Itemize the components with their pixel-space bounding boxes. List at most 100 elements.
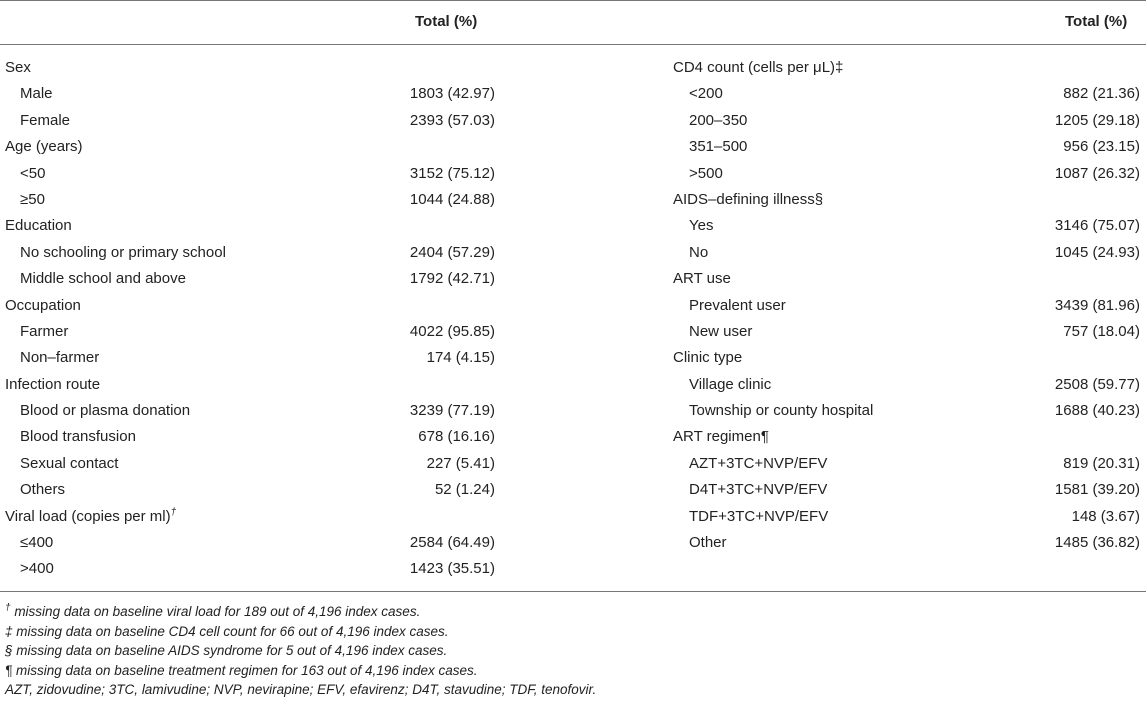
- row-value: 3152 (75.12): [409, 164, 495, 182]
- table-row: Viral load (copies per ml)†: [0, 504, 500, 530]
- row-value: 1581 (39.20): [1054, 481, 1140, 499]
- footnote-mark: †: [170, 506, 177, 518]
- footnote: AZT, zidovudine; 3TC, lamivudine; NVP, n…: [5, 682, 597, 697]
- row-category: ART use: [673, 270, 731, 288]
- footnote: † missing data on baseline viral load fo…: [5, 602, 421, 619]
- row-category: Clinic type: [673, 349, 743, 367]
- row-value: 1205 (29.18): [1054, 111, 1140, 129]
- table-row: Non–farmer 174 (4.15): [0, 345, 500, 371]
- footnote: § missing data on baseline AIDS syndrome…: [5, 643, 448, 658]
- table-row: ART regimen¶: [673, 424, 1146, 450]
- table-row: AZT+3TC+NVP/EFV 819 (20.31): [673, 451, 1146, 477]
- row-value: 819 (20.31): [1063, 454, 1140, 472]
- table-row: Infection route: [0, 372, 500, 398]
- table-row: Clinic type: [673, 345, 1146, 371]
- row-value: 3146 (75.07): [1054, 217, 1140, 235]
- footnote: ¶ missing data on baseline treatment reg…: [5, 662, 478, 678]
- table-row: Township or county hospital 1688 (40.23): [673, 398, 1146, 424]
- row-sublabel: Village clinic: [689, 375, 772, 393]
- row-sublabel: <200: [689, 85, 723, 103]
- row-sublabel: <50: [20, 164, 46, 182]
- row-category: Occupation: [5, 296, 81, 314]
- right-column: CD4 count (cells per μL)‡ <200 882 (21.36)…: [673, 55, 1146, 556]
- header-rule: [0, 44, 1146, 45]
- row-sublabel: ≥50: [20, 190, 45, 208]
- row-sublabel: Yes: [689, 217, 714, 235]
- row-value: 757 (18.04): [1063, 322, 1140, 340]
- row-value: 678 (16.16): [418, 428, 495, 446]
- row-sublabel: Farmer: [20, 322, 69, 340]
- row-category: ART regimen¶: [673, 428, 769, 446]
- table-row: Middle school and above 1792 (42.71): [0, 266, 500, 292]
- row-category: Age (years): [5, 138, 83, 156]
- row-value: 1485 (36.82): [1054, 534, 1140, 552]
- row-sublabel: New user: [689, 322, 753, 340]
- table-row: 351–500 956 (23.15): [673, 134, 1146, 160]
- table-row: Sex: [0, 55, 500, 81]
- table-row: Occupation: [0, 293, 500, 319]
- row-value: 1423 (35.51): [409, 560, 495, 578]
- row-category: CD4 count (cells per μL)‡: [673, 59, 844, 76]
- table-row: ≥50 1044 (24.88): [0, 187, 500, 213]
- row-sublabel: >500: [689, 164, 723, 182]
- row-value: 3439 (81.96): [1054, 296, 1140, 314]
- table-row: ART use: [673, 266, 1146, 292]
- row-sublabel: No schooling or primary school: [20, 243, 226, 261]
- row-sublabel: Non–farmer: [20, 349, 100, 367]
- table-row: <200 882 (21.36): [673, 81, 1146, 107]
- table-row: 200–350 1205 (29.18): [673, 108, 1146, 134]
- bottom-rule: [0, 591, 1146, 592]
- row-sublabel: Male: [20, 85, 53, 103]
- table-row: No schooling or primary school 2404 (57.2…: [0, 240, 500, 266]
- row-value: 3239 (77.19): [409, 402, 495, 420]
- footnotes: † missing data on baseline viral load fo…: [5, 602, 596, 700]
- table-row: <50 3152 (75.12): [0, 161, 500, 187]
- row-value: 1688 (40.23): [1054, 402, 1140, 420]
- row-value: 148 (3.67): [1071, 507, 1140, 525]
- row-sublabel: Middle school and above: [20, 270, 186, 288]
- row-sublabel: Female: [20, 111, 71, 129]
- table-row: Age (years): [0, 134, 500, 160]
- table-row: AIDS–defining illness§: [673, 187, 1146, 213]
- table-row: Blood or plasma donation 3239 (77.19): [0, 398, 500, 424]
- table-row: Yes 3146 (75.07): [673, 213, 1146, 239]
- row-sublabel: Blood transfusion: [20, 428, 136, 446]
- footnote-mark: †: [5, 602, 11, 614]
- row-value: 1803 (42.97): [409, 85, 495, 103]
- row-sublabel: Sexual contact: [20, 454, 119, 472]
- table-row: TDF+3TC+NVP/EFV 148 (3.67): [673, 504, 1146, 530]
- row-value: 1045 (24.93): [1054, 243, 1140, 261]
- row-sublabel: Blood or plasma donation: [20, 402, 191, 420]
- row-value: 1087 (26.32): [1054, 164, 1140, 182]
- row-category: Education: [5, 217, 72, 235]
- table-row: ≤400 2584 (64.49): [0, 530, 500, 556]
- left-column: Sex Male 1803 (42.97) Female 2393 (57.03) Age…: [0, 55, 500, 583]
- row-category: Viral load (copies per ml)†: [5, 506, 177, 525]
- row-sublabel: Prevalent user: [689, 296, 786, 314]
- row-value: 2404 (57.29): [409, 243, 495, 261]
- table-row: Other 1485 (36.82): [673, 530, 1146, 556]
- row-category: Sex: [5, 59, 31, 76]
- row-value: 2508 (59.77): [1054, 375, 1140, 393]
- table-row: Prevalent user 3439 (81.96): [673, 293, 1146, 319]
- row-sublabel: Township or county hospital: [689, 402, 874, 420]
- row-value: 227 (5.41): [426, 454, 495, 472]
- row-category: AIDS–defining illness§: [673, 190, 824, 208]
- header-total-right: Total (%): [1065, 13, 1128, 30]
- row-sublabel: Other: [689, 534, 727, 552]
- table-row: CD4 count (cells per μL)‡: [673, 55, 1146, 81]
- row-value: 1792 (42.71): [409, 270, 495, 288]
- table-row: Sexual contact 227 (5.41): [0, 451, 500, 477]
- table-row: Blood transfusion 678 (16.16): [0, 424, 500, 450]
- table-row: D4T+3TC+NVP/EFV 1581 (39.20): [673, 477, 1146, 503]
- row-value: 174 (4.15): [426, 349, 495, 367]
- row-value: 2584 (64.49): [409, 534, 495, 552]
- table-row: New user 757 (18.04): [673, 319, 1146, 345]
- table-row: >500 1087 (26.32): [673, 161, 1146, 187]
- row-sublabel: ≤400: [20, 534, 54, 552]
- row-sublabel: Others: [20, 481, 66, 499]
- row-value: 52 (1.24): [434, 481, 495, 499]
- table-row: Education: [0, 213, 500, 239]
- row-sublabel: AZT+3TC+NVP/EFV: [689, 454, 828, 472]
